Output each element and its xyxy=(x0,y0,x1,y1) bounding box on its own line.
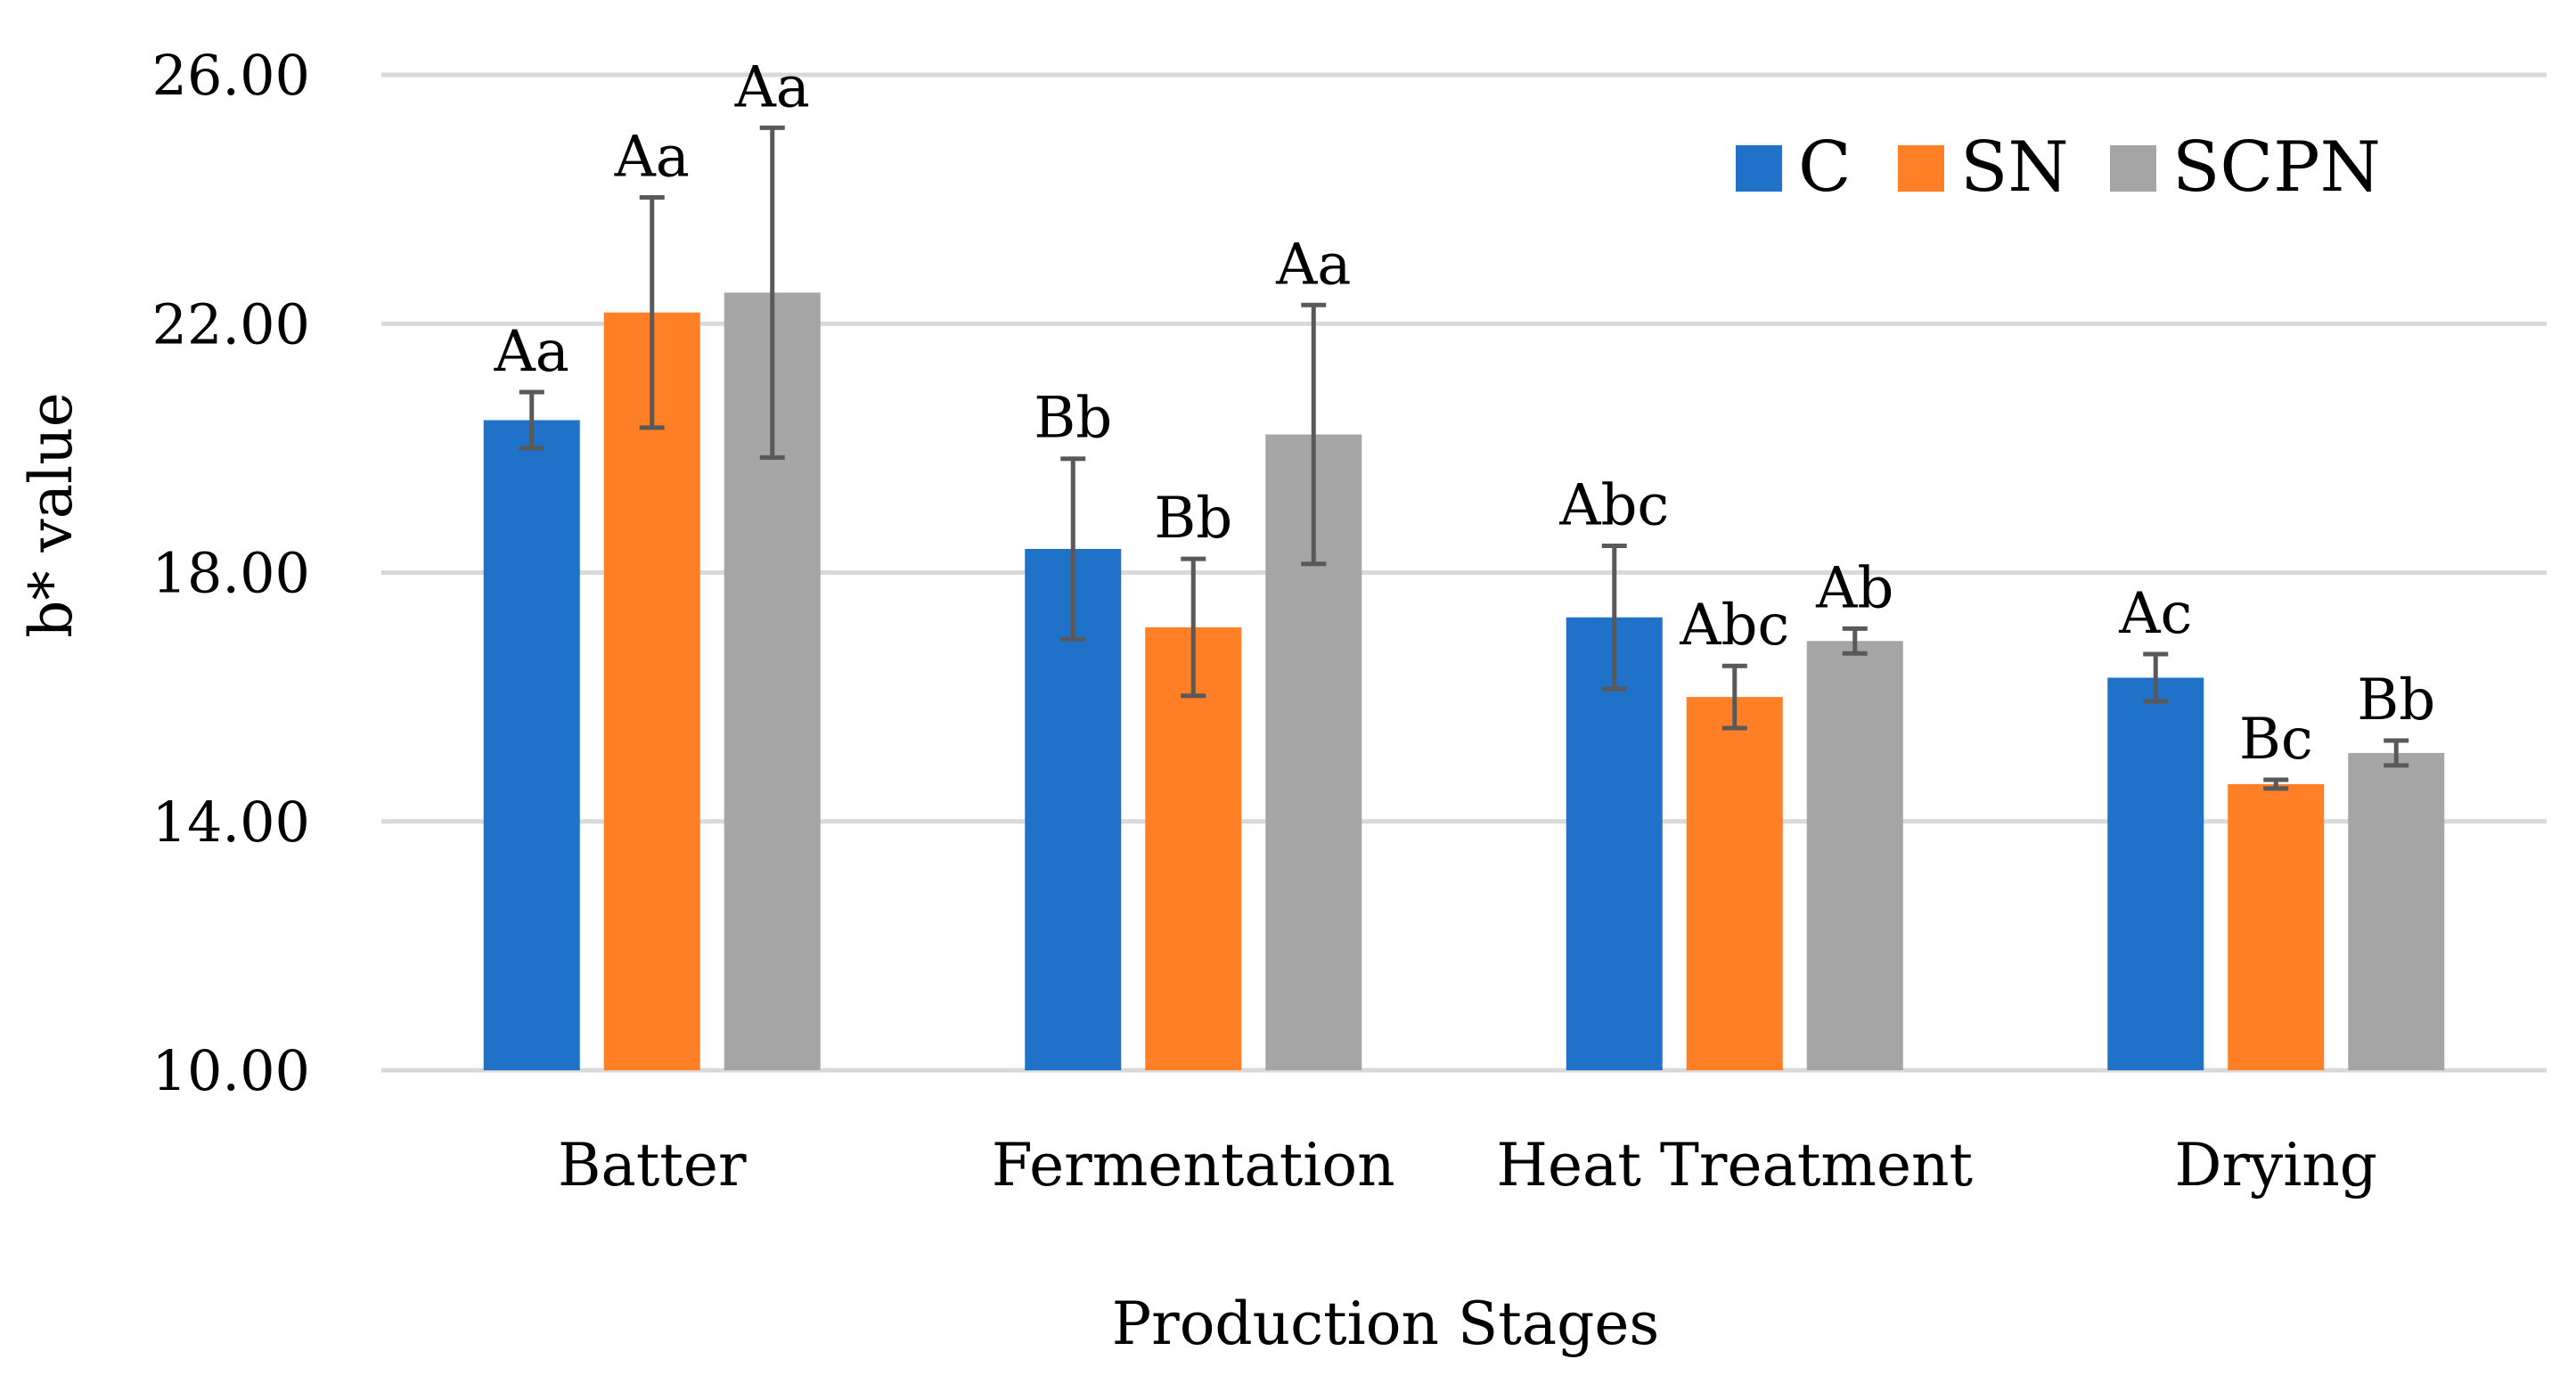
legend-label: SCPN xyxy=(2172,127,2381,208)
x-category-label: Heat Treatment xyxy=(1496,1131,1973,1200)
bars xyxy=(483,292,2445,1071)
error-bar xyxy=(1601,543,1627,692)
data-label: Ac xyxy=(2118,581,2192,647)
legend-item-sn: SN xyxy=(1898,127,2069,208)
x-category-label: Batter xyxy=(558,1131,747,1200)
bar-scpn-heat-treatment xyxy=(1806,641,1903,1070)
y-tick-label: 14.00 xyxy=(152,790,311,855)
error-bar xyxy=(1060,456,1086,642)
bar-sn-batter xyxy=(603,312,700,1071)
legend-swatch xyxy=(1736,145,1782,192)
legend-label: SN xyxy=(1960,127,2069,208)
y-axis-ticks: 10.00 14.00 18.00 22.00 26.00 xyxy=(152,43,311,1103)
x-category-label: Drying xyxy=(2174,1131,2377,1200)
error-bars xyxy=(519,125,2409,791)
legend-item-scpn: SCPN xyxy=(2110,127,2381,208)
gridlines xyxy=(381,72,2547,1073)
error-bar xyxy=(2384,738,2409,768)
legend: C SN SCPN xyxy=(1736,127,2381,208)
bar-sn-heat-treatment xyxy=(1686,697,1783,1070)
data-label: Aa xyxy=(1275,232,1351,298)
data-label: Aa xyxy=(614,125,690,191)
bar-c-drying xyxy=(2107,677,2204,1070)
data-label: Ab xyxy=(1815,555,1893,621)
legend-swatch xyxy=(1898,145,1944,192)
error-bar xyxy=(1721,663,1747,731)
y-tick-label: 26.00 xyxy=(152,43,311,108)
error-bar xyxy=(1842,626,1868,656)
data-label: Abc xyxy=(1558,472,1669,538)
error-bar xyxy=(2263,777,2289,791)
x-axis-categories: Batter Fermentation Heat Treatment Drying xyxy=(558,1131,2377,1200)
bar-scpn-drying xyxy=(2348,752,2445,1070)
error-bar xyxy=(759,125,785,460)
data-label: Bb xyxy=(1154,486,1232,552)
error-bar xyxy=(1301,302,1327,567)
error-bar xyxy=(639,195,665,430)
bar-c-heat-treatment xyxy=(1566,617,1663,1070)
legend-item-c: C xyxy=(1736,127,1852,208)
legend-label: C xyxy=(1798,127,1852,208)
data-label: Abc xyxy=(1679,593,1789,659)
data-label: Aa xyxy=(494,319,569,385)
y-tick-label: 22.00 xyxy=(152,291,311,356)
y-axis-title: b* value xyxy=(17,392,86,638)
bar-sn-fermentation xyxy=(1145,626,1242,1070)
bar-c-batter xyxy=(483,420,580,1071)
error-bar xyxy=(519,389,544,451)
data-label: Bc xyxy=(2239,707,2313,773)
bar-sn-drying xyxy=(2228,783,2325,1070)
error-bar xyxy=(2143,651,2169,704)
error-bar xyxy=(1181,556,1206,699)
x-axis-title: Production Stages xyxy=(1112,1290,1660,1358)
x-category-label: Fermentation xyxy=(992,1131,1395,1200)
data-label: Aa xyxy=(734,54,810,120)
data-label: Bb xyxy=(1034,386,1112,452)
y-tick-label: 18.00 xyxy=(152,541,311,606)
y-tick-label: 10.00 xyxy=(152,1038,311,1103)
legend-swatch xyxy=(2110,145,2156,192)
data-label: Bb xyxy=(2357,667,2435,733)
